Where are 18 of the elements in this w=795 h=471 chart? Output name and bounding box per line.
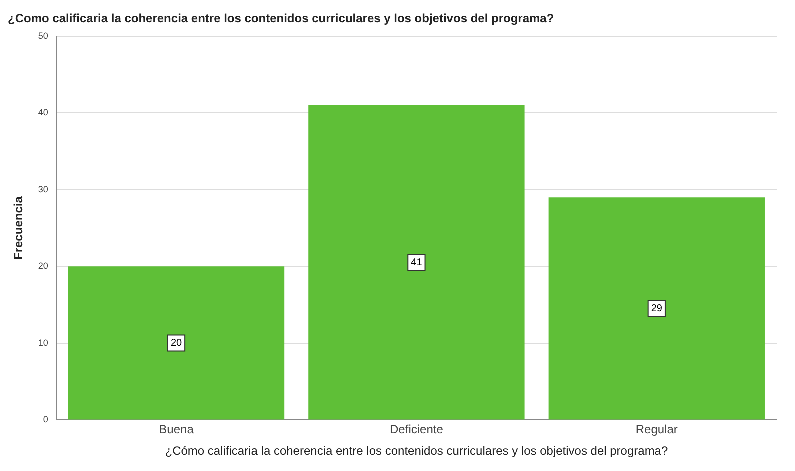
y-tick-label: 30: [38, 184, 48, 194]
y-tick-label: 10: [38, 338, 48, 348]
data-label: 20: [170, 338, 183, 349]
y-axis-title: Frecuencia: [12, 196, 26, 260]
bar: [548, 198, 765, 420]
x-axis-title: ¿Cómo calificaria la coherencia entre los contenidos curriculares y los objetivos del programa?: [165, 444, 668, 458]
y-tick-label: 40: [38, 108, 48, 118]
data-label: 41: [411, 257, 423, 268]
chart-title: ¿Como calificaria la coherencia entre los contenidos curriculares y los objetivos del programa?: [8, 12, 554, 26]
y-tick-label: 0: [43, 414, 48, 425]
data-label: 29: [651, 303, 663, 314]
bar: [308, 105, 525, 420]
x-tick-label: Deficiente: [390, 422, 444, 437]
y-tick-label: 20: [38, 261, 48, 272]
y-tick-label: 50: [38, 30, 48, 41]
x-tick-label: Regular: [636, 422, 678, 437]
bar: [68, 266, 285, 420]
x-tick-label: Buena: [159, 422, 194, 437]
